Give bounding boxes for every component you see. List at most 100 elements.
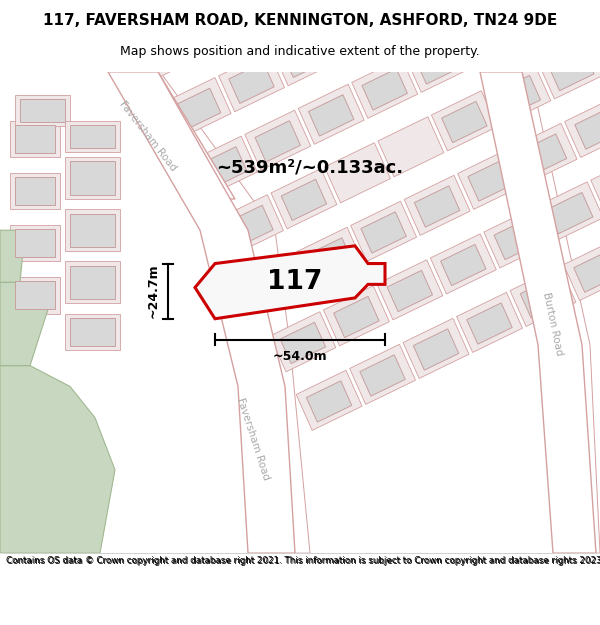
Polygon shape [389,0,434,26]
Polygon shape [512,0,578,41]
Polygon shape [299,0,365,1]
Polygon shape [15,281,55,309]
Polygon shape [510,266,576,326]
Polygon shape [15,229,55,258]
Polygon shape [193,0,259,53]
Text: ~24.7m: ~24.7m [147,264,160,319]
Polygon shape [297,228,363,288]
Polygon shape [440,244,486,286]
Polygon shape [272,26,338,86]
Polygon shape [70,214,115,247]
Polygon shape [576,0,600,6]
Polygon shape [520,277,566,318]
Polygon shape [538,39,600,99]
Polygon shape [280,322,326,364]
Polygon shape [218,52,284,112]
Polygon shape [10,173,60,209]
Polygon shape [65,121,120,152]
Polygon shape [175,88,221,129]
Polygon shape [442,101,487,142]
Polygon shape [65,261,120,303]
Text: Contains OS data © Crown copyright and database right 2021. This information is : Contains OS data © Crown copyright and d… [6,556,600,565]
Polygon shape [377,260,443,320]
Polygon shape [480,72,596,553]
Polygon shape [591,156,600,216]
Polygon shape [281,179,326,221]
Polygon shape [457,292,523,352]
Polygon shape [0,282,50,366]
Polygon shape [108,72,295,553]
Polygon shape [403,318,469,378]
Polygon shape [165,78,231,138]
Polygon shape [308,95,354,136]
Polygon shape [575,108,600,149]
Polygon shape [307,238,353,279]
Text: Contains OS data © Crown copyright and database right 2021. This information is : Contains OS data © Crown copyright and d… [7,558,600,566]
Polygon shape [350,344,416,404]
Polygon shape [70,125,115,148]
Polygon shape [139,19,205,79]
Text: 117: 117 [268,269,323,295]
Polygon shape [256,0,302,19]
Polygon shape [65,314,120,350]
Polygon shape [191,136,257,196]
Polygon shape [415,186,460,227]
Polygon shape [0,230,25,282]
Polygon shape [521,134,567,175]
Polygon shape [298,84,364,144]
Polygon shape [433,0,499,8]
Text: Faversham Road: Faversham Road [118,99,178,173]
Polygon shape [245,110,311,170]
Polygon shape [490,72,600,553]
Polygon shape [495,76,541,117]
Polygon shape [229,62,274,104]
Polygon shape [307,381,352,422]
Polygon shape [15,95,70,126]
Polygon shape [255,121,301,162]
Polygon shape [565,98,600,158]
Polygon shape [352,58,418,118]
Polygon shape [15,125,55,153]
Polygon shape [149,29,194,71]
Polygon shape [10,121,60,158]
Text: ~54.0m: ~54.0m [272,350,328,363]
Polygon shape [195,246,385,319]
Polygon shape [485,65,551,125]
Polygon shape [404,175,470,236]
Text: Faversham Road: Faversham Road [235,396,271,481]
Polygon shape [325,142,391,203]
Polygon shape [548,192,593,234]
Polygon shape [458,149,524,209]
Polygon shape [334,296,379,338]
Polygon shape [361,212,406,253]
Polygon shape [350,201,416,261]
Polygon shape [10,225,60,261]
Polygon shape [469,17,514,58]
Polygon shape [15,177,55,205]
Text: 117, FAVERSHAM ROAD, KENNINGTON, ASHFORD, TN24 9DE: 117, FAVERSHAM ROAD, KENNINGTON, ASHFORD… [43,12,557,28]
Polygon shape [523,0,568,32]
Polygon shape [203,4,248,45]
Polygon shape [270,312,336,372]
Polygon shape [246,0,312,28]
Polygon shape [254,264,299,305]
Polygon shape [115,72,275,230]
Polygon shape [415,43,461,84]
Polygon shape [484,208,550,268]
Polygon shape [511,123,577,183]
Polygon shape [110,72,235,199]
Polygon shape [70,266,115,299]
Polygon shape [10,277,60,314]
Polygon shape [379,0,445,34]
Polygon shape [65,158,120,199]
Polygon shape [230,230,310,553]
Polygon shape [202,147,247,188]
Polygon shape [548,49,594,91]
Polygon shape [271,169,337,229]
Polygon shape [70,161,115,195]
Polygon shape [362,69,407,110]
Polygon shape [467,303,512,344]
Text: Burton Road: Burton Road [541,291,565,356]
Polygon shape [405,32,471,92]
Polygon shape [468,160,513,201]
